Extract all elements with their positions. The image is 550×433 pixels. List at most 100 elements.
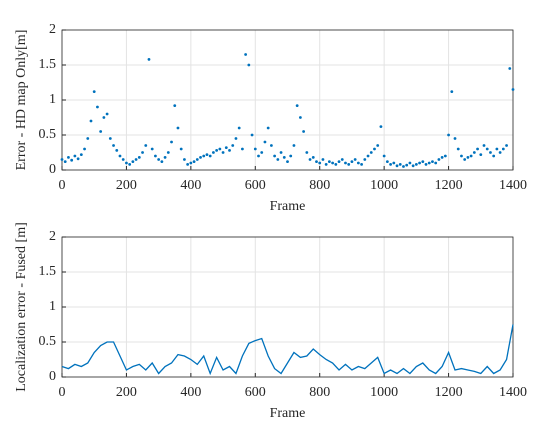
point — [228, 149, 231, 152]
point — [392, 161, 396, 165]
x-tick-label: 0 — [59, 385, 66, 400]
x-axis-label: Frame — [270, 199, 306, 214]
point — [476, 147, 479, 151]
point — [495, 147, 499, 151]
point — [195, 158, 199, 161]
point — [86, 137, 90, 140]
x-tick-label: 0 — [59, 178, 66, 193]
point — [337, 160, 341, 164]
point — [440, 156, 444, 159]
point — [173, 104, 177, 107]
point — [237, 126, 241, 130]
point — [327, 160, 331, 164]
y-tick-label: 1 — [49, 299, 56, 314]
point — [224, 146, 228, 150]
point — [350, 160, 354, 164]
point — [134, 158, 138, 161]
point — [276, 158, 280, 161]
point — [189, 161, 193, 165]
point — [269, 144, 273, 147]
x-tick-label: 800 — [309, 385, 330, 400]
point — [366, 154, 370, 158]
point — [241, 147, 244, 151]
y-tick-label: 0 — [49, 369, 56, 384]
point — [208, 154, 212, 158]
point — [105, 112, 109, 116]
point — [511, 88, 515, 91]
point — [125, 161, 128, 165]
point — [376, 144, 380, 147]
point — [385, 160, 389, 164]
point — [373, 147, 376, 151]
point — [395, 164, 399, 168]
point — [192, 160, 196, 164]
point — [411, 164, 415, 168]
point — [244, 53, 248, 56]
point — [137, 156, 141, 159]
point — [279, 151, 283, 154]
point — [92, 90, 96, 93]
point — [353, 158, 357, 161]
y-tick-label: 1.5 — [39, 57, 57, 72]
point — [489, 151, 492, 154]
x-tick-label: 1400 — [499, 385, 527, 400]
point — [266, 126, 270, 130]
point — [205, 153, 209, 157]
y-tick-label: 0 — [49, 162, 56, 177]
point — [247, 63, 251, 67]
point — [324, 163, 328, 166]
point — [144, 144, 148, 147]
point — [360, 163, 363, 166]
point — [347, 163, 351, 166]
point — [202, 154, 206, 158]
point — [311, 156, 315, 159]
line — [61, 324, 514, 376]
point — [257, 154, 260, 158]
point — [498, 151, 502, 154]
point — [73, 154, 77, 158]
axes-box — [61, 236, 514, 378]
x-tick-label: 600 — [245, 385, 266, 400]
point — [67, 156, 70, 159]
point — [289, 154, 293, 158]
x-tick-label: 800 — [309, 178, 330, 193]
point — [183, 158, 186, 161]
point — [505, 144, 508, 147]
point — [295, 104, 299, 107]
point — [424, 163, 428, 166]
point — [408, 161, 412, 165]
point — [108, 137, 112, 140]
point — [166, 151, 170, 154]
point — [260, 151, 264, 154]
point — [83, 147, 86, 151]
point — [389, 163, 392, 166]
point — [273, 154, 277, 158]
point — [443, 154, 447, 158]
point — [472, 151, 476, 154]
point — [234, 137, 238, 140]
y-tick-label: 2 — [49, 22, 56, 37]
point — [460, 154, 463, 158]
point — [147, 58, 151, 61]
point — [431, 160, 434, 164]
point — [334, 163, 338, 166]
y-tick-label: 1.5 — [39, 264, 57, 279]
point — [437, 158, 441, 161]
point — [315, 160, 318, 164]
y-axis-label: Localization error - Fused [m] — [14, 222, 29, 392]
point — [112, 144, 115, 147]
point — [344, 161, 347, 165]
point — [286, 160, 289, 164]
y-tick-label: 0.5 — [39, 127, 57, 142]
point — [79, 153, 83, 157]
point — [179, 147, 183, 151]
point — [402, 165, 405, 168]
point — [157, 158, 161, 161]
x-tick-label: 1000 — [370, 178, 398, 193]
point — [434, 161, 438, 165]
point — [253, 147, 257, 151]
point — [508, 67, 512, 70]
point — [131, 160, 135, 164]
x-axis-label: Frame — [270, 406, 306, 421]
point — [482, 144, 486, 147]
